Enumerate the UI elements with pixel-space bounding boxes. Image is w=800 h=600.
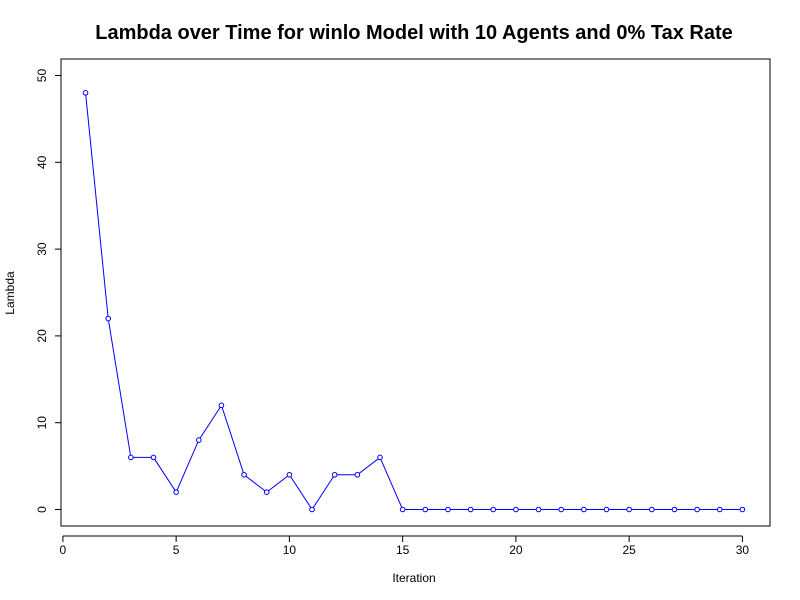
data-point <box>354 471 361 478</box>
data-point <box>490 506 497 513</box>
data-point <box>535 506 542 513</box>
data-point <box>331 471 338 478</box>
x-tick-label: 30 <box>736 543 750 557</box>
data-point <box>241 471 247 478</box>
data-point <box>173 489 179 495</box>
series-layer <box>82 90 746 513</box>
data-point <box>445 506 451 513</box>
series-line <box>85 92 743 511</box>
plot-frame <box>60 58 771 527</box>
y-tick-label: 30 <box>35 242 49 256</box>
x-axis-label: Iteration <box>392 571 435 585</box>
x-tick-label: 5 <box>173 543 180 557</box>
data-point <box>558 506 565 513</box>
data-point <box>128 454 134 461</box>
chart-title: Lambda over Time for winlo Model with 10… <box>95 22 733 44</box>
data-point <box>603 506 610 513</box>
y-tick-label: 0 <box>35 506 49 513</box>
data-point <box>105 315 111 322</box>
x-axis: 0 5 10 15 20 25 30 <box>60 535 750 557</box>
x-tick-label: 20 <box>509 543 523 557</box>
data-point <box>422 506 429 513</box>
data-point <box>649 506 655 513</box>
x-tick-label: 0 <box>60 543 67 557</box>
data-point <box>513 506 519 513</box>
data-point <box>377 454 383 461</box>
x-tick-label: 10 <box>283 543 297 557</box>
x-tick-label: 15 <box>396 543 410 557</box>
data-point <box>739 506 746 513</box>
data-point <box>694 506 700 513</box>
data-point <box>196 437 202 443</box>
data-point <box>286 471 293 478</box>
y-tick-label: 50 <box>35 69 49 83</box>
y-tick-label: 10 <box>35 416 49 430</box>
data-point <box>671 506 678 513</box>
data-point <box>263 489 270 495</box>
y-tick-label: 40 <box>35 155 49 169</box>
data-point <box>626 506 632 513</box>
data-point <box>716 506 723 513</box>
data-point <box>309 506 315 513</box>
y-tick-label: 20 <box>35 329 49 343</box>
data-point <box>467 506 474 513</box>
data-point <box>82 90 89 96</box>
x-tick-label: 25 <box>622 543 636 557</box>
y-axis: 0 10 20 30 40 50 <box>35 69 62 513</box>
data-point <box>218 402 225 409</box>
data-point <box>150 454 157 461</box>
y-axis-label: Lambda <box>3 271 17 315</box>
data-point <box>581 506 587 513</box>
data-point <box>399 506 406 513</box>
